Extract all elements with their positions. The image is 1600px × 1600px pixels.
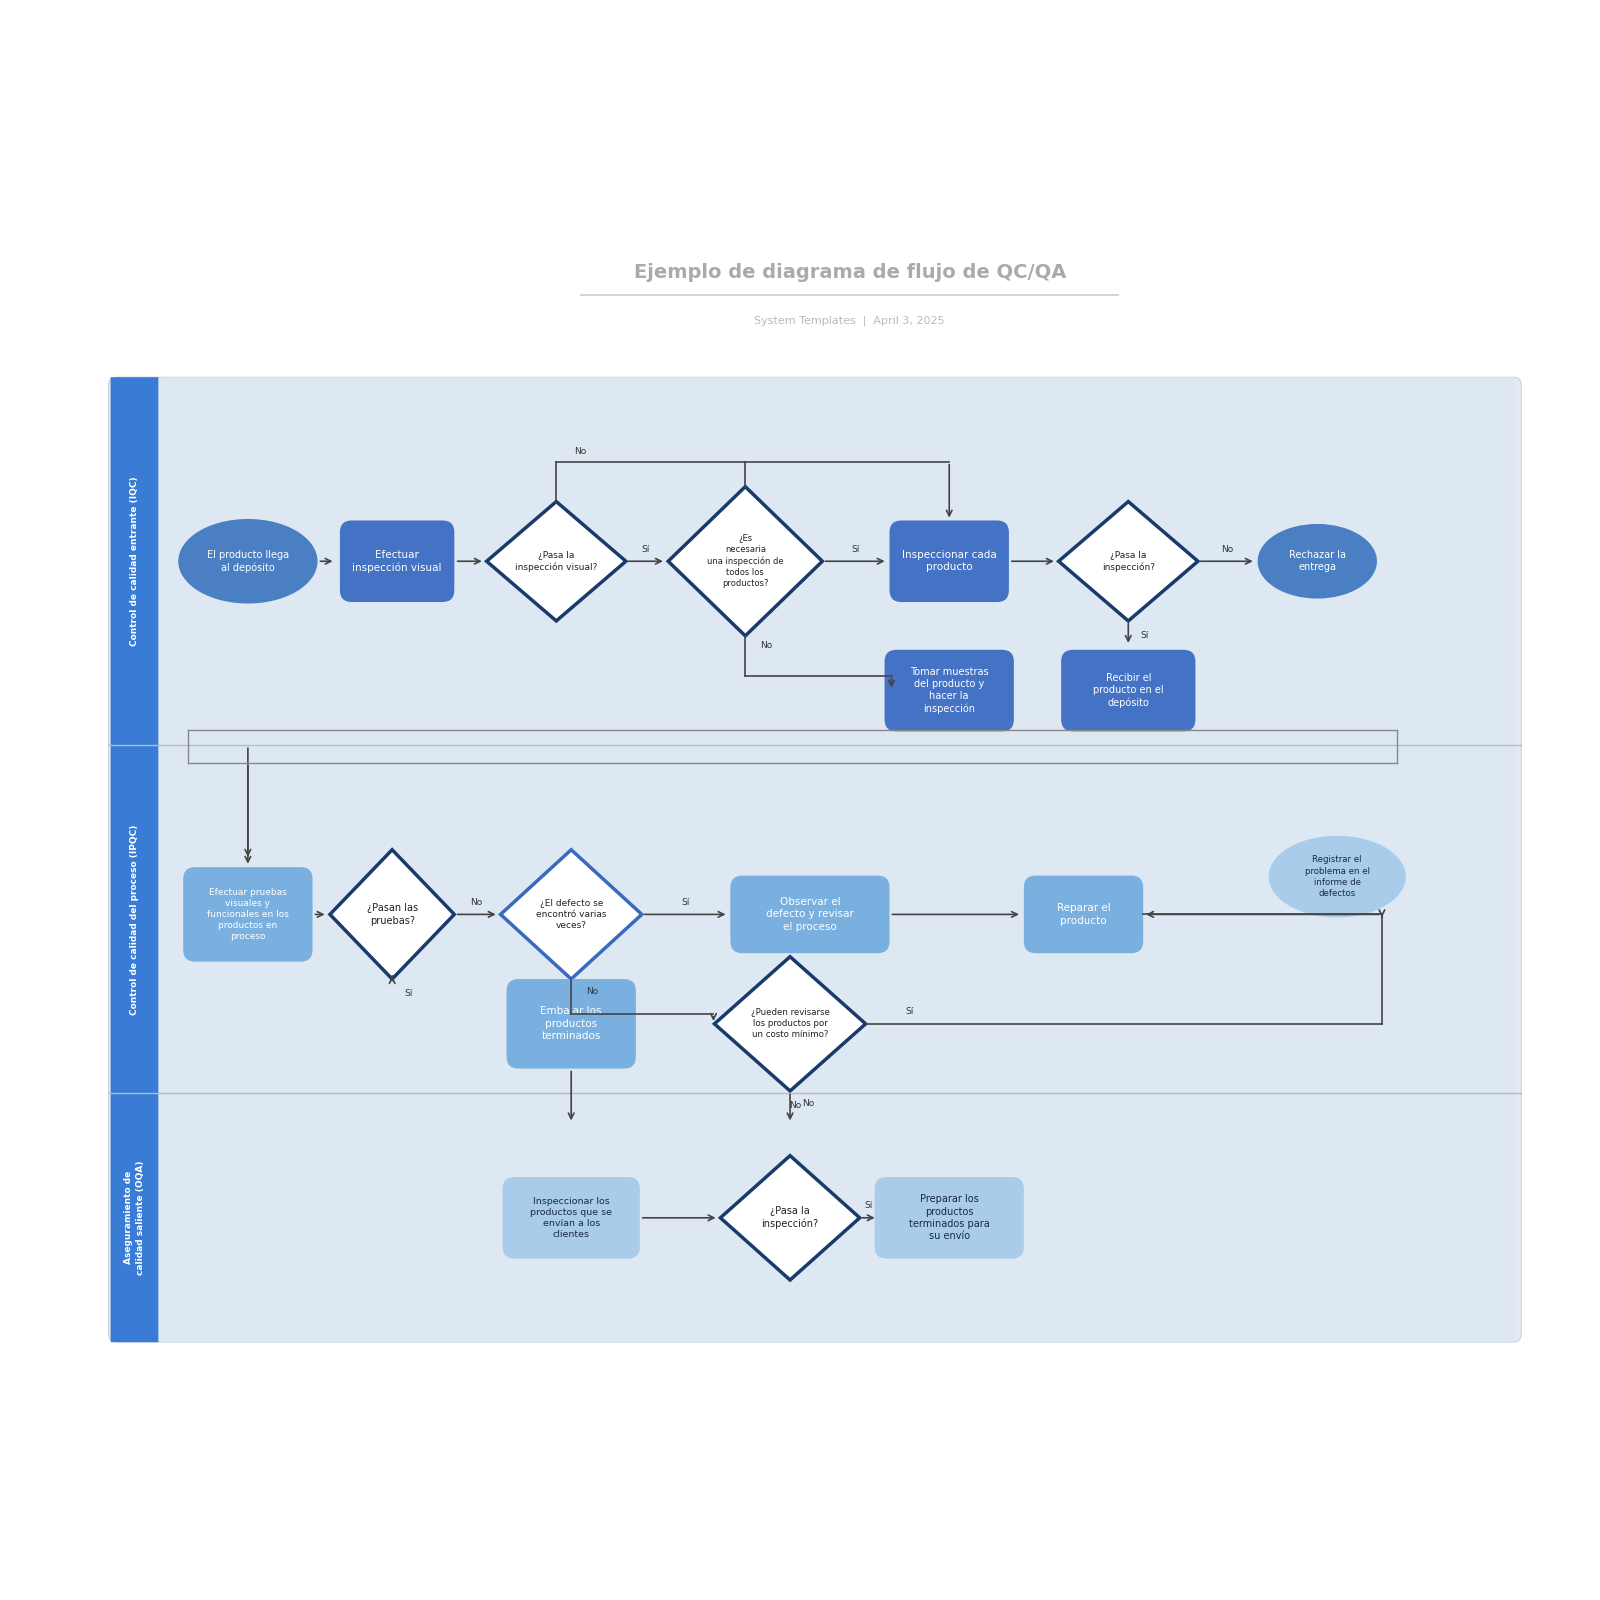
Text: System Templates  |  April 3, 2025: System Templates | April 3, 2025 <box>755 315 946 326</box>
Ellipse shape <box>1258 523 1378 598</box>
Ellipse shape <box>178 518 317 603</box>
Text: ¿Pasan las
pruebas?: ¿Pasan las pruebas? <box>366 904 418 926</box>
FancyBboxPatch shape <box>110 1093 158 1342</box>
Text: ¿Pasa la
inspección?: ¿Pasa la inspección? <box>1102 550 1155 571</box>
Text: Tomar muestras
del producto y
hacer la
inspección: Tomar muestras del producto y hacer la i… <box>910 667 989 715</box>
FancyBboxPatch shape <box>158 378 1517 746</box>
Text: No: No <box>789 1101 802 1110</box>
Text: Efectuar
inspección visual: Efectuar inspección visual <box>352 550 442 573</box>
Text: Preparar los
productos
terminados para
su envío: Preparar los productos terminados para s… <box>909 1194 989 1242</box>
Text: No: No <box>586 987 598 997</box>
Polygon shape <box>715 957 866 1091</box>
Text: ¿El defecto se
encontró varias
veces?: ¿El defecto se encontró varias veces? <box>536 899 606 930</box>
Text: Rechazar la
entrega: Rechazar la entrega <box>1288 550 1346 573</box>
Text: No: No <box>802 1099 814 1107</box>
Text: ¿Es
necesaria
una inspección de
todos los
productos?: ¿Es necesaria una inspección de todos lo… <box>707 534 784 589</box>
Polygon shape <box>501 850 642 979</box>
Ellipse shape <box>1269 835 1406 917</box>
Text: Registrar el
problema en el
informe de
defectos: Registrar el problema en el informe de d… <box>1304 856 1370 898</box>
FancyBboxPatch shape <box>875 1178 1024 1259</box>
FancyBboxPatch shape <box>890 520 1010 602</box>
Text: Recibir el
producto en el
depósito: Recibir el producto en el depósito <box>1093 674 1163 709</box>
Text: Sí: Sí <box>682 898 690 907</box>
Text: No: No <box>574 448 587 456</box>
FancyBboxPatch shape <box>507 979 635 1069</box>
Text: Sí: Sí <box>864 1202 874 1210</box>
Text: No: No <box>760 642 773 650</box>
FancyBboxPatch shape <box>109 378 1522 1342</box>
Polygon shape <box>1059 501 1198 621</box>
Text: Aseguramiento de
calidad saliente (OQA): Aseguramiento de calidad saliente (OQA) <box>125 1160 146 1275</box>
FancyBboxPatch shape <box>1061 650 1195 731</box>
Text: Control de calidad entrante (IQC): Control de calidad entrante (IQC) <box>130 477 139 646</box>
Text: Control de calidad del proceso (IPQC): Control de calidad del proceso (IPQC) <box>130 824 139 1014</box>
Text: El producto llega
al depósito: El producto llega al depósito <box>206 550 290 573</box>
Text: Sí: Sí <box>906 1008 914 1016</box>
FancyBboxPatch shape <box>184 867 312 962</box>
Text: No: No <box>1221 546 1234 554</box>
Text: ¿Pueden revisarse
los productos por
un costo mínimo?: ¿Pueden revisarse los productos por un c… <box>750 1008 829 1040</box>
Text: Observar el
defecto y revisar
el proceso: Observar el defecto y revisar el proceso <box>766 898 854 931</box>
Text: Sí: Sí <box>1141 632 1149 640</box>
FancyBboxPatch shape <box>339 520 454 602</box>
Polygon shape <box>330 850 454 979</box>
Polygon shape <box>486 501 626 621</box>
FancyBboxPatch shape <box>502 1178 640 1259</box>
Text: ¿Pasa la
inspección visual?: ¿Pasa la inspección visual? <box>515 550 597 571</box>
Text: No: No <box>470 898 483 907</box>
Polygon shape <box>720 1155 859 1280</box>
Text: Sí: Sí <box>851 546 859 554</box>
FancyBboxPatch shape <box>158 1093 1517 1342</box>
FancyBboxPatch shape <box>110 746 158 1093</box>
Text: Reparar el
producto: Reparar el producto <box>1056 904 1110 926</box>
FancyBboxPatch shape <box>1024 875 1144 954</box>
Text: ¿Pasa la
inspección?: ¿Pasa la inspección? <box>762 1206 819 1229</box>
FancyBboxPatch shape <box>110 378 158 746</box>
FancyBboxPatch shape <box>158 746 1517 1093</box>
Text: Sí: Sí <box>405 989 413 998</box>
Text: Inspeccionar los
productos que se
envían a los
clientes: Inspeccionar los productos que se envían… <box>530 1197 613 1238</box>
Text: Embalar los
productos
terminados: Embalar los productos terminados <box>541 1006 602 1042</box>
Polygon shape <box>669 486 822 635</box>
Text: Ejemplo de diagrama de flujo de QC/QA: Ejemplo de diagrama de flujo de QC/QA <box>634 264 1066 282</box>
FancyBboxPatch shape <box>885 650 1014 731</box>
Text: Sí: Sí <box>642 546 650 554</box>
Text: Efectuar pruebas
visuales y
funcionales en los
productos en
proceso: Efectuar pruebas visuales y funcionales … <box>206 888 290 941</box>
Text: Inspeccionar cada
producto: Inspeccionar cada producto <box>902 550 997 573</box>
FancyBboxPatch shape <box>730 875 890 954</box>
